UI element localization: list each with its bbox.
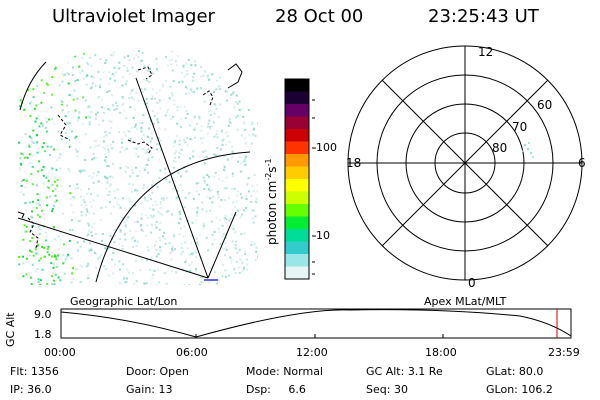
limb-arc <box>19 61 47 111</box>
status-gcalt: GC Alt: 3.1 Re <box>366 365 443 378</box>
lat-label-70: 70 <box>512 120 528 134</box>
time-label: 23:25:43 UT <box>428 6 539 27</box>
coastline-fragment <box>227 63 243 89</box>
coastline-fragment <box>18 211 25 219</box>
parallel-arc <box>95 151 251 283</box>
x-tick-1800: 18:00 <box>425 346 457 359</box>
status-seq: Seq: 30 <box>366 383 408 396</box>
status-ip: IP: 36.0 <box>10 383 52 396</box>
status-gain: Gain: 13 <box>126 383 173 396</box>
altitude-curve <box>60 309 572 338</box>
mlt-label-18: 18 <box>346 156 362 170</box>
colorbar-unit-label: photon cm-2s-1 <box>264 158 279 245</box>
mlt-label-12: 12 <box>478 45 494 59</box>
colorbar-tick-100: 100 <box>316 141 337 154</box>
mlt-label-0: 0 <box>468 276 476 290</box>
status-dsp: Dsp: 6.6 <box>246 383 306 396</box>
aurora-speckles <box>18 50 258 285</box>
x-tick-0000: 00:00 <box>44 346 76 359</box>
meridian-line <box>135 77 209 279</box>
meridian-line <box>18 217 209 279</box>
x-tick-1200: 12:00 <box>296 346 328 359</box>
colorbar <box>284 78 310 280</box>
lat-label-80: 80 <box>492 141 508 155</box>
alt-y-low: 1.8 <box>34 328 52 341</box>
status-mode: Mode: Normal <box>246 365 323 378</box>
date-label: 28 Oct 00 <box>275 6 364 27</box>
polar-diagonal <box>381 79 549 247</box>
colorbar-tick-10: 10 <box>316 229 330 242</box>
altitude-plot <box>60 308 572 339</box>
alt-y-high: 9.0 <box>34 308 52 321</box>
mlt-label-6: 6 <box>578 156 586 170</box>
status-flt: Flt: 1356 <box>10 365 59 378</box>
coastline-fragment <box>57 114 71 141</box>
status-glon: GLon: 106.2 <box>486 383 553 396</box>
status-door: Door: Open <box>126 365 189 378</box>
coastline-fragment <box>202 90 214 106</box>
polar-aurora <box>522 142 534 158</box>
coastline-fragment <box>137 66 153 80</box>
colorbar-ticks <box>312 99 316 275</box>
meridian-line <box>207 211 237 279</box>
geographic-image <box>18 50 258 285</box>
x-tick-0600: 06:00 <box>176 346 208 359</box>
lat-label-60: 60 <box>537 98 553 112</box>
polar-caption: Apex MLat/MLT <box>424 295 507 308</box>
instrument-title: Ultraviolet Imager <box>52 6 215 27</box>
x-tick-2359: 23:59 <box>548 346 580 359</box>
alt-y-label: GC Alt <box>4 312 17 347</box>
status-glat: GLat: 80.0 <box>486 365 544 378</box>
polar-plot <box>347 45 583 281</box>
coastline-fragment <box>127 139 153 155</box>
geographic-caption: Geographic Lat/Lon <box>70 295 178 308</box>
